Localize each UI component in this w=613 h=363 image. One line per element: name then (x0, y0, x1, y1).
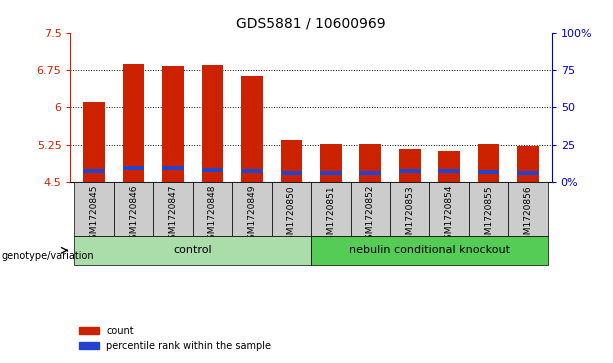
Text: GSM1720852: GSM1720852 (366, 185, 375, 245)
Bar (359, 171, 381, 175)
Text: genotype/variation: genotype/variation (2, 251, 94, 261)
Bar (320, 144, 341, 182)
Text: GSM1720854: GSM1720854 (444, 185, 454, 245)
Bar (478, 170, 500, 175)
Bar (123, 64, 145, 182)
FancyBboxPatch shape (508, 182, 548, 236)
Bar (517, 171, 539, 175)
Text: GSM1720850: GSM1720850 (287, 185, 296, 245)
FancyBboxPatch shape (430, 182, 469, 236)
Bar (241, 76, 263, 182)
FancyBboxPatch shape (469, 182, 508, 236)
FancyBboxPatch shape (390, 182, 430, 236)
FancyBboxPatch shape (272, 182, 311, 236)
FancyBboxPatch shape (153, 182, 192, 236)
Bar (399, 168, 421, 173)
FancyBboxPatch shape (351, 182, 390, 236)
Text: GSM1720848: GSM1720848 (208, 185, 217, 245)
Title: GDS5881 / 10600969: GDS5881 / 10600969 (236, 16, 386, 30)
Legend: count, percentile rank within the sample: count, percentile rank within the sample (75, 322, 275, 355)
Bar (399, 149, 421, 182)
FancyBboxPatch shape (232, 182, 272, 236)
Text: control: control (173, 245, 212, 255)
FancyBboxPatch shape (311, 236, 548, 265)
Bar (281, 171, 302, 175)
Bar (438, 151, 460, 182)
FancyBboxPatch shape (74, 182, 114, 236)
FancyBboxPatch shape (311, 182, 351, 236)
Text: GSM1720856: GSM1720856 (524, 185, 533, 245)
FancyBboxPatch shape (74, 236, 311, 265)
Bar (202, 167, 223, 172)
Text: GSM1720849: GSM1720849 (248, 185, 256, 245)
Bar (478, 144, 500, 182)
Text: GSM1720847: GSM1720847 (169, 185, 178, 245)
Bar (83, 102, 105, 182)
Bar (517, 146, 539, 182)
Bar (241, 169, 263, 174)
Bar (281, 140, 302, 182)
Bar (359, 144, 381, 182)
Text: nebulin conditional knockout: nebulin conditional knockout (349, 245, 510, 255)
FancyBboxPatch shape (114, 182, 153, 236)
Text: GSM1720851: GSM1720851 (326, 185, 335, 245)
Bar (202, 65, 223, 182)
Bar (162, 66, 184, 182)
Bar (123, 166, 145, 171)
Text: GSM1720845: GSM1720845 (89, 185, 99, 245)
Text: GSM1720855: GSM1720855 (484, 185, 493, 245)
Bar (83, 169, 105, 174)
Bar (320, 171, 341, 175)
Bar (438, 169, 460, 174)
Text: GSM1720853: GSM1720853 (405, 185, 414, 245)
FancyBboxPatch shape (192, 182, 232, 236)
Bar (162, 166, 184, 171)
Text: GSM1720846: GSM1720846 (129, 185, 138, 245)
